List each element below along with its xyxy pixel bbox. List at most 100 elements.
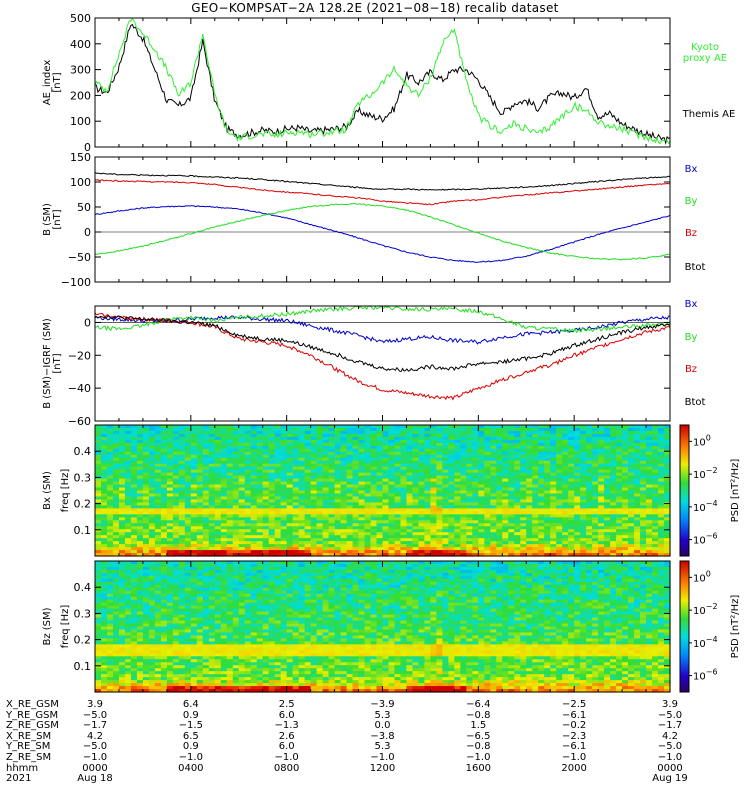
spectrogram-cell bbox=[154, 529, 162, 533]
spectrogram-cell bbox=[652, 475, 659, 480]
spectrogram-cell bbox=[616, 496, 623, 501]
spectrogram-cell bbox=[124, 433, 132, 438]
spectrogram-cell bbox=[496, 430, 503, 435]
spectrogram-cell bbox=[124, 569, 132, 574]
spectrogram-cell bbox=[130, 626, 138, 631]
spectrogram-cell bbox=[520, 427, 527, 432]
y-tick-label: −20 bbox=[68, 349, 91, 362]
spectrogram-cell bbox=[268, 445, 276, 450]
spectrogram-cell bbox=[154, 632, 162, 637]
spectrogram-cell bbox=[118, 436, 126, 441]
spectrogram-cell bbox=[424, 451, 432, 456]
spectrogram-cell bbox=[304, 433, 312, 438]
spectrogram-cell bbox=[310, 547, 318, 551]
spectrogram-cell bbox=[622, 553, 629, 557]
spectrogram-cell bbox=[154, 638, 162, 642]
spectrogram-cell bbox=[622, 505, 629, 509]
spectrogram-cell bbox=[412, 487, 420, 492]
spectrogram-cell bbox=[118, 590, 126, 595]
spectrogram-cell bbox=[568, 544, 575, 548]
spectrogram-cell bbox=[136, 605, 144, 610]
spectrogram-cell bbox=[478, 550, 485, 554]
spectrogram-cell bbox=[532, 475, 539, 480]
spectrogram-cell bbox=[142, 505, 150, 509]
spectrogram-cell bbox=[610, 508, 617, 512]
spectrogram-cell bbox=[640, 436, 647, 441]
spectrogram-cell bbox=[226, 487, 234, 492]
spectrogram-cell bbox=[184, 535, 192, 539]
spectrogram-cell bbox=[424, 493, 432, 498]
spectrogram-cell bbox=[514, 490, 521, 495]
spectrogram-cell bbox=[652, 517, 659, 521]
spectrogram-cell bbox=[616, 502, 623, 506]
spectrogram-cell bbox=[388, 511, 396, 515]
spectrogram-cell bbox=[148, 550, 156, 554]
spectrogram-cell bbox=[346, 502, 354, 506]
spectrogram-cell bbox=[454, 451, 461, 456]
spectrogram-cell bbox=[310, 472, 318, 477]
spectrogram-cell bbox=[406, 538, 414, 542]
spectrogram-cell bbox=[466, 502, 473, 506]
spectrogram-cell bbox=[412, 490, 420, 495]
spectrogram-cell bbox=[586, 454, 593, 459]
spectrogram-cell bbox=[556, 490, 563, 495]
spectrogram-cell bbox=[142, 677, 150, 681]
spectrogram-cell bbox=[106, 674, 114, 678]
spectrogram-cell bbox=[568, 454, 575, 459]
spectrogram-cell bbox=[352, 487, 360, 492]
spectrogram-cell bbox=[550, 472, 557, 477]
spectrogram-cell bbox=[124, 674, 132, 678]
spectrogram-cell bbox=[310, 439, 318, 444]
spectrogram-cell bbox=[202, 442, 210, 447]
spectrogram-cell bbox=[160, 505, 168, 509]
spectrogram-cell bbox=[454, 502, 461, 506]
spectrogram-cell bbox=[532, 490, 539, 495]
spectrogram-cell bbox=[664, 490, 671, 495]
spectrogram-cell bbox=[238, 454, 246, 459]
spectrogram-cell bbox=[340, 526, 348, 530]
spectrogram-cell bbox=[106, 511, 114, 515]
spectrogram-cell bbox=[334, 454, 342, 459]
spectrogram-cell bbox=[148, 514, 156, 518]
spectrogram-cell bbox=[424, 433, 432, 438]
spectrogram-cell bbox=[280, 517, 288, 521]
spectrogram-cell bbox=[532, 547, 539, 551]
spectrogram-cell bbox=[412, 550, 420, 554]
spectrogram-cell bbox=[322, 478, 330, 483]
spectrogram-cell bbox=[328, 472, 336, 477]
spectrogram-cell bbox=[472, 460, 479, 465]
spectrogram-cell bbox=[100, 466, 108, 471]
spectrogram-cell bbox=[172, 439, 180, 444]
spectrogram-cell bbox=[358, 550, 366, 554]
spectrogram-cell bbox=[160, 502, 168, 506]
spectrogram-cell bbox=[340, 544, 348, 548]
spectrogram-cell bbox=[292, 487, 300, 492]
spectrogram-cell bbox=[328, 445, 336, 450]
spectrogram-cell bbox=[436, 538, 443, 542]
spectrogram-cell bbox=[664, 442, 671, 447]
spectrogram-cell bbox=[112, 561, 120, 565]
spectrogram-cell bbox=[268, 496, 276, 501]
spectrogram-cell bbox=[628, 445, 635, 450]
spectrogram-cell bbox=[95, 644, 102, 648]
spectrogram-cell bbox=[478, 463, 485, 468]
spectrogram-cell bbox=[316, 481, 324, 486]
spectrogram-cell bbox=[664, 541, 671, 545]
spectrogram-cell bbox=[112, 617, 120, 622]
spectrogram-cell bbox=[118, 475, 126, 480]
spectrogram-cell bbox=[568, 541, 575, 545]
spectrogram-cell bbox=[532, 496, 539, 501]
colorbar-tick-label: 100 bbox=[693, 433, 711, 448]
spectrogram-cell bbox=[118, 427, 126, 432]
spectrogram-cell bbox=[106, 445, 114, 450]
spectrogram-cell bbox=[106, 572, 114, 577]
spectrogram-cell bbox=[148, 553, 156, 557]
spectrogram-cell bbox=[130, 544, 138, 548]
spectrogram-cell bbox=[244, 451, 252, 456]
spectrogram-cell bbox=[136, 578, 144, 583]
spectrogram-cell bbox=[538, 520, 545, 524]
spectrogram-cell bbox=[616, 478, 623, 483]
spectrogram-cell bbox=[622, 547, 629, 551]
spectrogram-cell bbox=[412, 425, 420, 429]
spectrogram-cell bbox=[100, 623, 108, 628]
